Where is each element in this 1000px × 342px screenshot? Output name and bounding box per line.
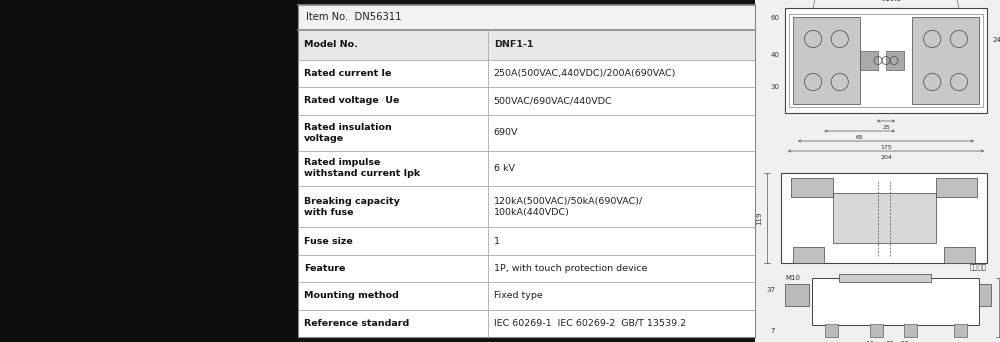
Text: Model No.: Model No.	[304, 40, 358, 49]
Bar	[825, 324, 838, 337]
Text: Fuse size: Fuse size	[304, 237, 353, 246]
Text: Reference standard: Reference standard	[304, 319, 409, 328]
Bar	[755, 0, 1000, 342]
Bar	[886, 51, 904, 70]
Bar	[936, 177, 977, 197]
Text: 37: 37	[766, 287, 775, 293]
Bar	[812, 278, 979, 326]
Text: 690V: 690V	[494, 128, 518, 137]
Text: 119: 119	[756, 211, 762, 225]
Bar	[0, 0, 298, 342]
Text: 60: 60	[770, 15, 780, 22]
Text: Φ10.5: Φ10.5	[881, 0, 902, 2]
Bar	[298, 227, 755, 255]
Bar	[789, 14, 983, 107]
Bar	[298, 5, 755, 337]
Text: 30: 30	[770, 84, 780, 90]
Text: 204: 204	[880, 155, 892, 160]
Text: Feature: Feature	[304, 264, 345, 273]
Bar	[298, 255, 755, 282]
Bar	[781, 173, 987, 263]
Bar	[904, 324, 917, 337]
Bar	[832, 193, 936, 243]
Bar	[785, 284, 809, 306]
Bar	[944, 247, 975, 263]
Text: Rated impulse
withstand current Ipk: Rated impulse withstand current Ipk	[304, 158, 420, 179]
Bar	[298, 30, 755, 60]
Text: 175: 175	[880, 145, 892, 150]
Text: Item No.  DN56311: Item No. DN56311	[306, 12, 402, 23]
Bar	[298, 186, 755, 227]
Text: DNF1-1: DNF1-1	[494, 40, 533, 49]
Text: Rated current Ie: Rated current Ie	[304, 69, 391, 78]
Text: 19: 19	[900, 341, 910, 342]
Text: Breaking capacity
with fuse: Breaking capacity with fuse	[304, 197, 400, 217]
Text: 拆除护罩: 拆除护罩	[970, 263, 987, 270]
Text: 120kA(500VAC)/50kA(690VAC)/
100kA(440VDC): 120kA(500VAC)/50kA(690VAC)/ 100kA(440VDC…	[494, 197, 643, 217]
Bar	[298, 150, 755, 186]
Text: M10: M10	[785, 275, 800, 281]
Text: 7: 7	[770, 328, 775, 333]
Text: 1: 1	[494, 237, 500, 246]
Bar	[785, 8, 987, 113]
Bar	[979, 284, 991, 306]
Text: 500VAC/690VAC/440VDC: 500VAC/690VAC/440VDC	[494, 96, 612, 105]
Bar	[912, 17, 979, 104]
Bar	[298, 310, 755, 337]
Bar	[298, 282, 755, 310]
Text: 250A(500VAC,440VDC)/200A(690VAC): 250A(500VAC,440VDC)/200A(690VAC)	[494, 69, 676, 78]
Text: Rated voltage  Ue: Rated voltage Ue	[304, 96, 399, 105]
Bar	[839, 274, 931, 282]
Bar	[298, 60, 755, 87]
Text: IEC 60269-1  IEC 60269-2  GB/T 13539.2: IEC 60269-1 IEC 60269-2 GB/T 13539.2	[494, 319, 686, 328]
Bar	[793, 247, 824, 263]
Text: 6 kV: 6 kV	[494, 164, 515, 173]
Text: Mounting method: Mounting method	[304, 291, 399, 300]
Bar	[298, 115, 755, 150]
Text: 24: 24	[993, 37, 1000, 42]
Bar	[298, 5, 755, 30]
Text: 40: 40	[771, 52, 779, 58]
Bar	[791, 177, 832, 197]
Text: 10: 10	[866, 341, 874, 342]
Text: Fixed type: Fixed type	[494, 291, 542, 300]
Text: 65: 65	[856, 135, 864, 140]
Bar	[860, 51, 878, 70]
Text: Rated insulation
voltage: Rated insulation voltage	[304, 122, 392, 143]
Text: 1P, with touch protection device: 1P, with touch protection device	[494, 264, 647, 273]
Text: 15: 15	[886, 341, 894, 342]
Bar	[954, 324, 967, 337]
Text: 25: 25	[882, 125, 890, 130]
Bar	[298, 87, 755, 115]
Bar	[870, 324, 883, 337]
Bar	[793, 17, 860, 104]
